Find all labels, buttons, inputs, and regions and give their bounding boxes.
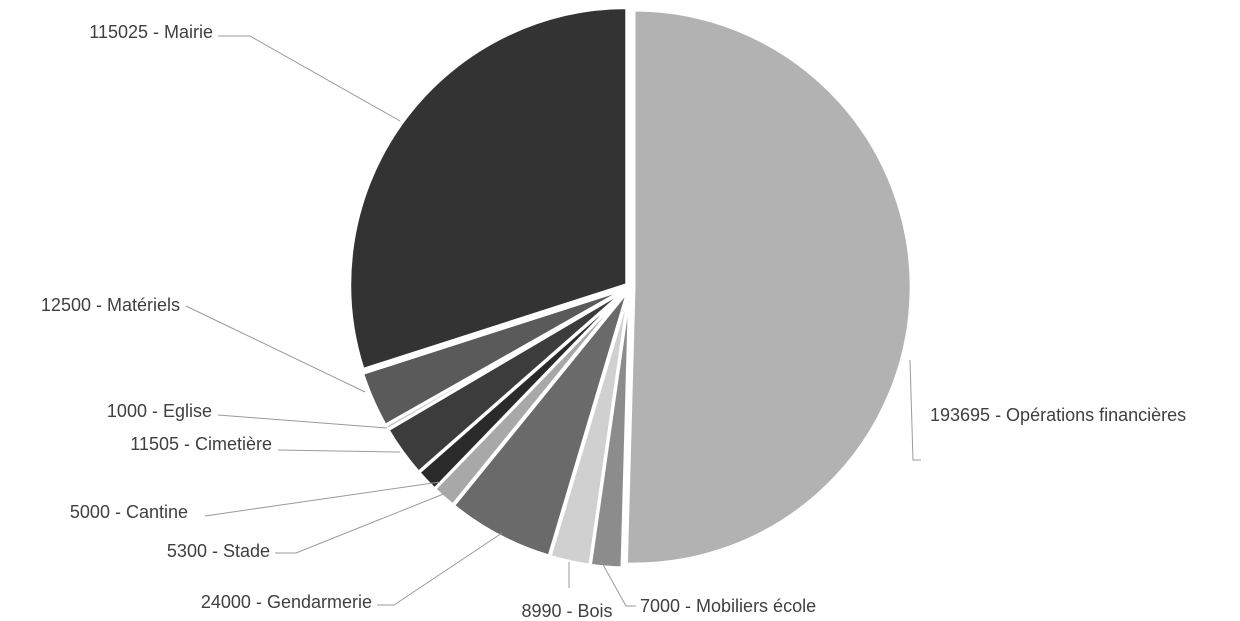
label-materiels: 12500 - Matériels	[41, 295, 180, 315]
leader-line-5	[204, 481, 441, 517]
label-eglise: 1000 - Eglise	[107, 401, 212, 421]
label-gendarmerie: 24000 - Gendarmerie	[201, 592, 372, 612]
pie-slice-materiels	[361, 287, 628, 427]
label-cantine: 5000 - Cantine	[70, 502, 188, 522]
leader-line-8	[185, 305, 366, 393]
leader-line-6	[277, 449, 401, 453]
label-cimetiere: 11505 - Cimetière	[130, 434, 272, 454]
slice-labels: 193695 - Opérations financières 7000 - M…	[41, 22, 1186, 621]
pie-slice-mairie	[348, 6, 629, 371]
label-bois: 8990 - Bois	[521, 601, 612, 621]
leader-line-0	[909, 359, 921, 461]
label-mairie: 115025 - Mairie	[89, 22, 213, 42]
leader-line-7	[217, 414, 388, 429]
leader-line-3	[377, 532, 503, 606]
leader-line-9	[218, 35, 401, 122]
pie-slice-operations-financieres	[624, 8, 913, 566]
leader-lines	[185, 35, 921, 607]
label-stade: 5300 - Stade	[167, 541, 270, 561]
leader-line-1	[600, 560, 636, 607]
pie-slices	[348, 6, 913, 570]
leader-line-4	[275, 492, 447, 554]
label-mobiliers-ecole: 7000 - Mobiliers école	[640, 596, 816, 616]
label-operations-financieres: 193695 - Opérations financières	[930, 405, 1186, 425]
